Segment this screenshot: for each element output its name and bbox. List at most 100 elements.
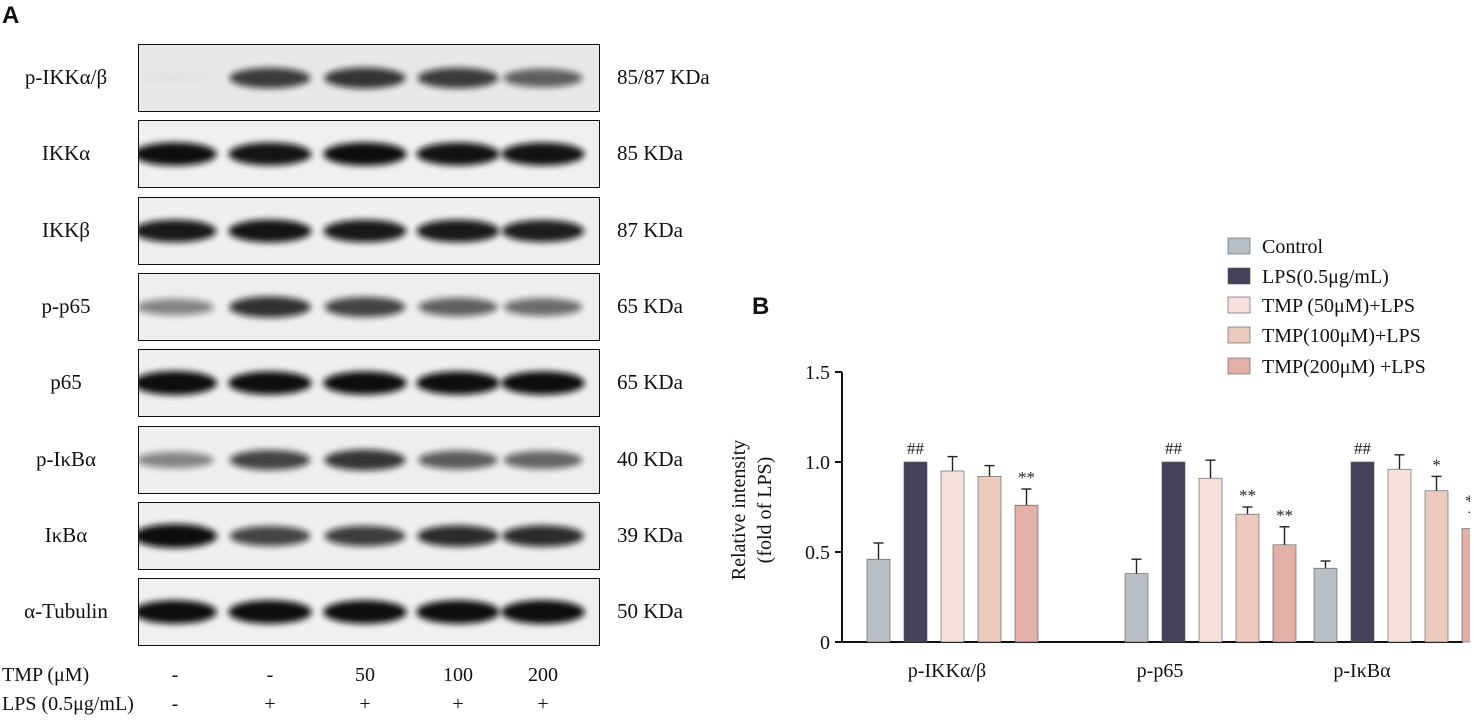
blot-band (228, 371, 312, 395)
blot-label: p-IκBα (35, 447, 97, 471)
blot-band (501, 371, 585, 395)
panel-b-letter: B (752, 293, 770, 320)
blot-band (228, 142, 312, 166)
blot-band (503, 68, 583, 88)
blot-image (138, 578, 600, 646)
bar (1461, 528, 1470, 643)
bar (1198, 477, 1223, 643)
y-tick-label: 0.5 (805, 542, 830, 564)
treatment-value: - (171, 693, 179, 715)
bar (1350, 461, 1375, 643)
blot-band (502, 525, 584, 547)
legend-swatch (1227, 237, 1251, 255)
legend-label: TMP(200μM) +LPS (1262, 356, 1426, 378)
molecular-weight-label: 87 KDa (617, 218, 683, 242)
blot-label: p-p65 (41, 294, 91, 318)
y-tick-label: 1.5 (805, 362, 830, 384)
blot-band (324, 525, 406, 547)
significance-label: * (1432, 455, 1441, 474)
blot-band (323, 600, 407, 624)
treatment-value: + (359, 693, 371, 715)
blot-band (229, 67, 311, 89)
treatment-label: TMP (μM) (2, 664, 90, 686)
blot-label: p65 (50, 370, 82, 394)
molecular-weight-label: 40 KDa (617, 447, 683, 471)
blot-band (501, 142, 585, 166)
bar (1424, 490, 1449, 643)
blot-band (418, 297, 498, 317)
bar (1235, 513, 1260, 643)
blot-band (324, 296, 406, 318)
bar (1014, 504, 1039, 643)
blot-band (501, 219, 585, 243)
blot-image (138, 349, 600, 417)
bar-chart: 0 0.5 1.0 1.5 Relative intensity (fold of LPS… (728, 236, 1470, 682)
significance-label: ** (1276, 506, 1293, 525)
blot-band (139, 73, 211, 83)
legend-label: TMP (50μM)+LPS (1262, 295, 1415, 317)
significance-label: ** (1239, 486, 1256, 505)
blot-band (501, 600, 585, 624)
blot-band (139, 451, 214, 469)
blot-band (139, 600, 217, 624)
blot-label: IκBα (44, 523, 88, 547)
bar (1272, 544, 1297, 643)
blot-image (138, 44, 600, 112)
treatment-value: 200 (528, 664, 558, 686)
treatment-label: LPS (0.5μg/mL) (2, 693, 134, 715)
panel-a-letter: A (2, 2, 20, 29)
treatment-value: + (537, 693, 549, 715)
treatment-value: + (264, 693, 276, 715)
x-tick-label: p-IKKα/β (908, 660, 986, 682)
blot-band (139, 219, 217, 243)
treatment-value: + (452, 693, 464, 715)
bar (977, 476, 1002, 643)
y-axis-label: Relative intensity (728, 440, 750, 581)
molecular-weight-label: 85 KDa (617, 141, 683, 165)
legend-swatch (1227, 267, 1251, 285)
blot-band (323, 142, 407, 166)
x-tick-label: p-IκBα (1333, 660, 1391, 682)
y-tick-label: 1.0 (805, 452, 830, 474)
significance-label: ** (1018, 468, 1035, 487)
blot-band (503, 450, 583, 470)
significance-label: ## (1165, 439, 1183, 458)
blot-band (229, 449, 311, 471)
bar (1387, 468, 1412, 643)
bar (1313, 567, 1338, 643)
molecular-weight-label: 39 KDa (617, 523, 683, 547)
blot-band (323, 371, 407, 395)
blot-band (416, 142, 500, 166)
y-tick-label: 0 (820, 632, 830, 654)
blot-band (229, 525, 311, 547)
legend-swatch (1227, 326, 1251, 344)
blot-image (138, 197, 600, 265)
blot-label: IKKβ (41, 218, 90, 242)
blot-band (139, 142, 217, 166)
molecular-weight-label: 50 KDa (617, 599, 683, 623)
blot-band (139, 298, 214, 316)
treatment-value: 100 (443, 664, 473, 686)
blot-image (138, 120, 600, 188)
blot-label: IKKα (41, 141, 91, 165)
blot-label: α-Tubulin (24, 599, 108, 623)
x-tick-label: p-p65 (1137, 660, 1184, 682)
blot-band (418, 450, 498, 470)
treatment-value: 50 (355, 664, 375, 686)
blot-band (324, 449, 406, 471)
bar (1161, 461, 1186, 643)
blot-label: p-IKKα/β (24, 65, 108, 89)
blot-band (417, 67, 499, 89)
blot-image (138, 273, 600, 341)
blot-image (138, 426, 600, 494)
treatment-value: - (266, 664, 274, 686)
significance-label: ## (1354, 439, 1372, 458)
blot-band (416, 371, 500, 395)
legend-label: TMP(100μM)+LPS (1262, 325, 1421, 347)
blot-band (139, 524, 217, 548)
legend-label: LPS(0.5μg/mL) (1262, 266, 1389, 288)
significance-label: ## (907, 439, 925, 458)
bar (1124, 573, 1149, 643)
blot-band (324, 67, 406, 89)
treatment-value: - (171, 664, 179, 686)
